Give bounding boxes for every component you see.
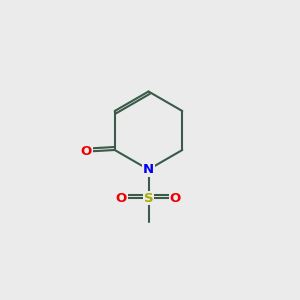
Text: O: O [81, 145, 92, 158]
Text: O: O [170, 191, 181, 205]
Text: N: N [143, 163, 154, 176]
Text: S: S [144, 191, 153, 205]
Text: O: O [116, 191, 127, 205]
